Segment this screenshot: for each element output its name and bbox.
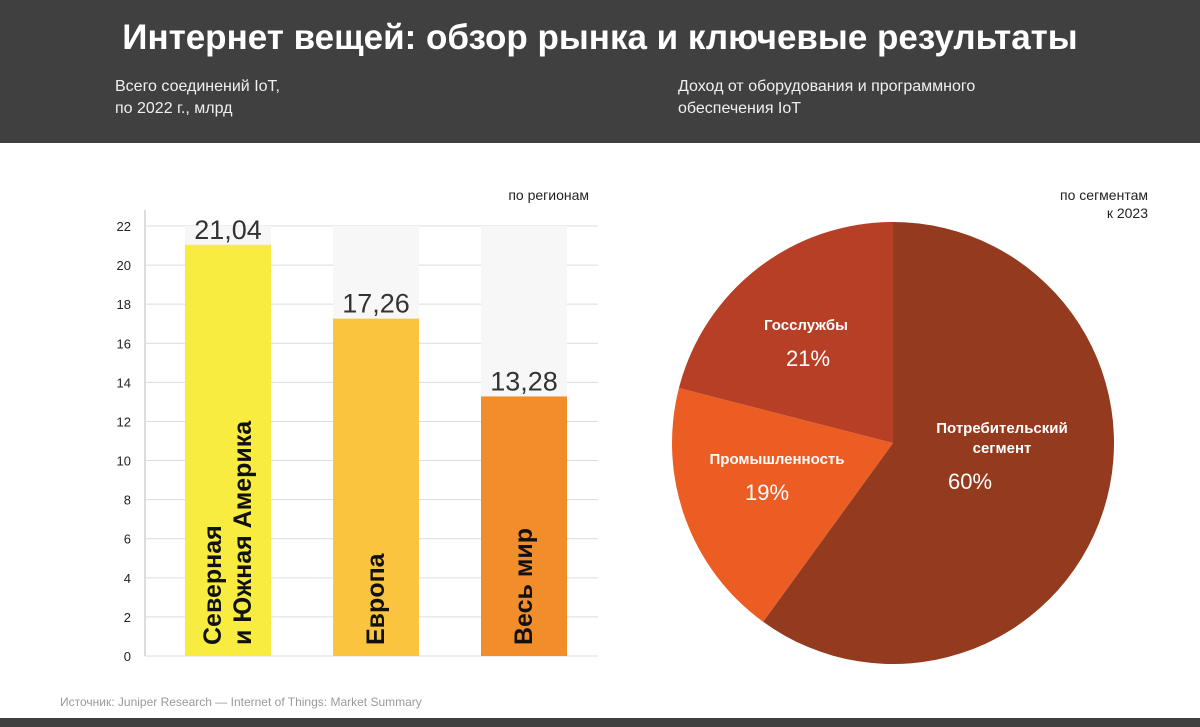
bottom-bar xyxy=(0,718,1200,727)
bar xyxy=(333,318,419,656)
bar-chart-note: по регионам xyxy=(508,187,589,203)
y-tick-label: 10 xyxy=(117,454,131,469)
bar xyxy=(185,244,271,656)
slice-name-label: сегмент xyxy=(973,440,1032,457)
bar-value-label: 13,28 xyxy=(490,366,558,396)
y-tick-label: 18 xyxy=(117,297,131,312)
bar-chart: 0 2 4 6 8 10 12 14 16 18 20 22 21,04 Северная и Южная … xyxy=(117,210,598,664)
pie-chart-note: по сегментам к 2023 xyxy=(1060,187,1148,221)
left-subtitle: Всего соединений IoT, по 2022 г., млрд xyxy=(115,78,280,117)
slice-value-label: 19% xyxy=(745,480,789,505)
category-label: Северная xyxy=(199,525,227,645)
bar-value-label: 17,26 xyxy=(342,289,410,319)
slice-name-label: Потребительский xyxy=(936,420,1067,437)
bar xyxy=(481,396,567,656)
y-tick-label: 4 xyxy=(124,571,131,586)
y-tick-label: 14 xyxy=(117,375,131,390)
slice-value-label: 21% xyxy=(786,346,830,371)
source-note: Источник: Juniper Research — Internet of… xyxy=(60,695,422,709)
y-tick-label: 2 xyxy=(124,610,131,625)
bar-value-label: 21,04 xyxy=(194,215,262,245)
right-subtitle: Доход от оборудования и программного обе… xyxy=(678,78,976,117)
y-tick-label: 16 xyxy=(117,336,131,351)
category-label: и Южная Америка xyxy=(229,420,257,645)
pie-slice xyxy=(763,222,1115,664)
page-title: Интернет вещей: обзор рынка и ключевые р… xyxy=(122,18,1078,57)
pie-slice xyxy=(678,222,893,443)
y-tick-label: 12 xyxy=(117,414,131,429)
y-tick-label: 22 xyxy=(117,219,131,234)
header: Интернет вещей: обзор рынка и ключевые р… xyxy=(0,0,1200,143)
slice-name-label: Госслужбы xyxy=(764,317,848,334)
y-tick-label: 0 xyxy=(124,649,131,664)
category-label: Весь мир xyxy=(510,528,538,645)
y-tick-label: 6 xyxy=(124,532,131,547)
pie-slice xyxy=(671,388,893,622)
slice-value-label: 60% xyxy=(948,469,992,494)
pie-chart: Потребительский сегмент 60% Промышленность 1… xyxy=(671,222,1115,664)
y-tick-label: 20 xyxy=(117,258,131,273)
y-tick-label: 8 xyxy=(124,493,131,508)
category-label: Европа xyxy=(362,552,390,645)
slice-name-label: Промышленность xyxy=(710,451,845,468)
